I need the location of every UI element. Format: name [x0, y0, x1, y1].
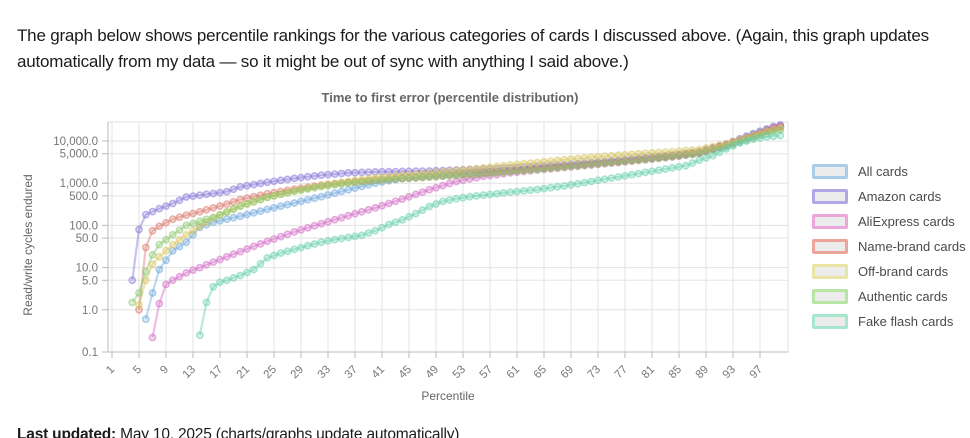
chart-legend: All cards Amazon cards AliExpress cards Nam… — [812, 163, 968, 338]
svg-text:10,000.0: 10,000.0 — [53, 136, 98, 148]
svg-text:13: 13 — [181, 364, 199, 382]
svg-text:17: 17 — [208, 364, 226, 382]
legend-label: Amazon cards — [858, 188, 942, 204]
svg-text:61: 61 — [505, 364, 523, 382]
legend-swatch — [812, 313, 848, 329]
legend-swatch — [812, 288, 848, 304]
svg-text:25: 25 — [262, 364, 280, 382]
intro-paragraph: The graph below shows percentile ranking… — [17, 26, 929, 71]
legend-label: AliExpress cards — [858, 213, 955, 229]
legend-item-aliexpress-cards[interactable]: AliExpress cards — [812, 213, 968, 229]
legend-swatch — [812, 213, 848, 229]
chart-title: Time to first error (percentile distribu… — [321, 90, 579, 105]
svg-text:100.0: 100.0 — [69, 220, 98, 232]
legend-item-amazon-cards[interactable]: Amazon cards — [812, 188, 968, 204]
svg-text:49: 49 — [424, 364, 442, 382]
svg-text:1.0: 1.0 — [82, 305, 98, 317]
svg-text:97: 97 — [748, 364, 766, 382]
svg-text:45: 45 — [397, 364, 415, 382]
svg-text:5,000.0: 5,000.0 — [60, 149, 98, 161]
svg-text:33: 33 — [316, 364, 334, 382]
svg-text:10.0: 10.0 — [76, 263, 98, 275]
last-updated: Last updated: May 10, 2025 (charts/graph… — [17, 426, 459, 438]
svg-text:93: 93 — [721, 364, 739, 382]
legend-label: Off-brand cards — [858, 263, 949, 279]
svg-text:77: 77 — [613, 364, 631, 382]
legend-item-authentic-cards[interactable]: Authentic cards — [812, 288, 968, 304]
legend-swatch — [812, 263, 848, 279]
svg-text:21: 21 — [235, 364, 253, 382]
svg-text:85: 85 — [667, 364, 685, 382]
svg-text:5.0: 5.0 — [82, 275, 98, 287]
last-updated-text: May 10, 2025 (charts/graphs update autom… — [116, 425, 460, 438]
svg-text:5: 5 — [131, 364, 144, 377]
svg-text:29: 29 — [289, 364, 307, 382]
svg-text:9: 9 — [158, 364, 171, 377]
svg-text:65: 65 — [532, 364, 550, 382]
legend-label: Authentic cards — [858, 288, 948, 304]
svg-text:50.0: 50.0 — [76, 233, 98, 245]
legend-swatch — [812, 238, 848, 254]
svg-text:1: 1 — [104, 364, 117, 377]
last-updated-label: Last updated: — [17, 425, 117, 438]
svg-text:0.1: 0.1 — [82, 347, 98, 359]
legend-label: Name-brand cards — [858, 238, 966, 254]
svg-text:57: 57 — [478, 364, 496, 382]
legend-item-all-cards[interactable]: All cards — [812, 163, 968, 179]
chart: Time to first error (percentile distribu… — [0, 88, 810, 412]
svg-text:81: 81 — [640, 364, 658, 382]
svg-text:500.0: 500.0 — [69, 191, 98, 203]
legend-item-name-brand-cards[interactable]: Name-brand cards — [812, 238, 968, 254]
series-authentic-cards — [128, 126, 785, 307]
svg-text:89: 89 — [694, 364, 712, 382]
svg-text:1,000.0: 1,000.0 — [60, 178, 98, 190]
svg-text:41: 41 — [370, 364, 388, 382]
legend-label: All cards — [858, 163, 908, 179]
legend-label: Fake flash cards — [858, 313, 954, 329]
series-fake-flash-cards — [195, 131, 785, 340]
legend-swatch — [812, 163, 848, 179]
x-axis-title: Percentile — [421, 389, 475, 403]
legend-item-fake-flash-cards[interactable]: Fake flash cards — [812, 313, 968, 329]
legend-swatch — [812, 188, 848, 204]
svg-text:53: 53 — [451, 364, 469, 382]
legend-item-off-brand-cards[interactable]: Off-brand cards — [812, 263, 968, 279]
svg-text:69: 69 — [559, 364, 577, 382]
svg-text:73: 73 — [586, 364, 604, 382]
svg-text:37: 37 — [343, 364, 361, 382]
